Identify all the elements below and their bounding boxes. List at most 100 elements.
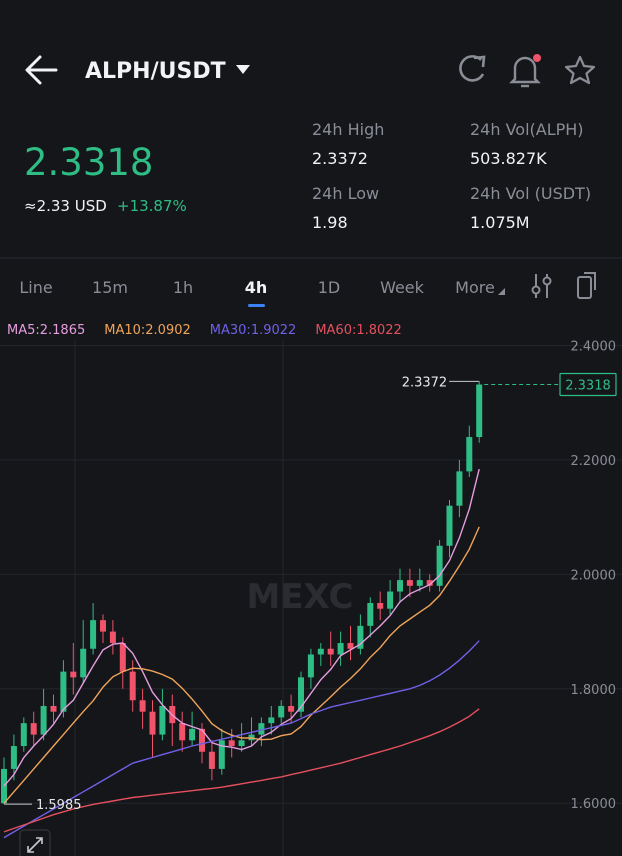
candle-body: [50, 705, 57, 712]
candle-body: [357, 625, 364, 649]
stat-label: 24h Vol (USDT): [470, 184, 591, 203]
candle-body: [70, 671, 77, 678]
candlestick-chart: 2.4000 2.2000 2.0000 1.8000 1.6000 2.3372 1.59…: [0, 339, 622, 839]
watermark: MEXC: [246, 577, 353, 617]
interval-tab[interactable]: More: [455, 278, 495, 297]
candle-body: [10, 746, 17, 769]
ma-line: [3, 708, 480, 833]
candle-body: [278, 705, 285, 718]
interval-tab[interactable]: Week: [380, 278, 425, 297]
candle-body: [20, 723, 27, 747]
refresh-button[interactable]: [459, 55, 486, 82]
alert-button[interactable]: [509, 54, 541, 88]
candle-body: [119, 643, 126, 672]
candle-body: [377, 602, 384, 609]
stat-label: 24h Vol(ALPH): [470, 120, 584, 139]
y-tick-label: 1.6000: [571, 797, 617, 812]
interval-tab[interactable]: 1D: [318, 278, 341, 297]
candle-body: [397, 580, 403, 592]
phone-icon: [577, 276, 592, 299]
candle-body: [30, 723, 37, 735]
candle-body: [238, 740, 245, 747]
indicator-settings-button[interactable]: [531, 274, 552, 298]
pair-dropdown[interactable]: [236, 65, 250, 74]
candle-body: [337, 643, 344, 655]
fullscreen-button[interactable]: [19, 829, 51, 856]
candle-body: [367, 602, 374, 626]
candle-body: [149, 711, 156, 735]
high-marker-label: 2.3372: [402, 375, 448, 390]
ma-line: [3, 468, 480, 787]
favorite-button[interactable]: [564, 55, 596, 85]
back-arrow: [25, 55, 58, 85]
ma-line: [3, 526, 480, 804]
candle-body: [199, 728, 205, 752]
back-button[interactable]: [25, 55, 58, 85]
stat-label: 24h Low: [312, 184, 379, 203]
candle-body: [228, 740, 235, 747]
refresh-icon-arrow: [473, 55, 486, 68]
candle-body: [327, 648, 334, 655]
last-price-label: 2.3318: [565, 379, 611, 394]
stat-label: 24h High: [312, 120, 384, 139]
phone-icon-back: [584, 272, 596, 290]
last-price: 2.3318: [24, 141, 153, 184]
candle-body: [298, 677, 304, 712]
y-tick-label: 2.2000: [571, 454, 617, 469]
ma-legend: MA30:1.9022: [210, 323, 297, 338]
interval-tab-active[interactable]: 4h: [245, 278, 268, 297]
interval-tab[interactable]: 15m: [92, 278, 128, 297]
slider-knob: [531, 285, 541, 295]
refresh-icon: [459, 55, 485, 82]
fullscreen-box: [19, 829, 51, 856]
ma-legend: MA5:2.1865: [7, 323, 85, 338]
candle-body: [347, 643, 354, 649]
candle-body: [139, 700, 146, 712]
candle-body: [179, 723, 186, 741]
y-tick-label: 2.0000: [571, 568, 617, 583]
last-price-box: [559, 372, 617, 397]
stat-value: 1.075M: [470, 213, 530, 232]
candle-body: [189, 728, 196, 741]
ma-line: [3, 640, 480, 839]
interval-tab[interactable]: Line: [19, 278, 52, 297]
candle-body: [307, 654, 314, 678]
interval-tab[interactable]: 1h: [173, 278, 193, 297]
candle-body: [288, 705, 295, 712]
candle-body: [317, 648, 324, 655]
candle-body: [60, 671, 67, 712]
candle-body: [100, 620, 106, 632]
candle-body: [268, 717, 275, 724]
slider-knob: [542, 276, 552, 286]
ma-legend: MA60:1.8022: [315, 323, 402, 338]
stat-value: 503.827K: [470, 149, 547, 168]
candle-body: [159, 705, 166, 735]
orientation-button[interactable]: [577, 272, 596, 299]
candle-body: [436, 545, 443, 586]
more-caret: [498, 288, 505, 295]
stat-value: 1.98: [312, 213, 348, 232]
candle-body: [90, 620, 97, 649]
candle-body: [40, 705, 47, 735]
ma-legend: MA10:2.0902: [104, 323, 191, 338]
candle-body: [456, 471, 463, 506]
candle-body: [426, 580, 433, 586]
y-tick-label: 2.4000: [571, 339, 617, 354]
fullscreen-icon: [27, 837, 43, 853]
y-tick-label: 1.8000: [571, 683, 617, 698]
candle-body: [80, 648, 87, 678]
active-tab-indicator: [248, 304, 265, 307]
candle-body: [476, 384, 483, 438]
candle-body: [387, 591, 394, 609]
low-marker-label: 1.5985: [36, 798, 82, 813]
price-change: +13.87%: [117, 197, 187, 215]
stat-value: 2.3372: [312, 149, 368, 168]
candle-body: [446, 505, 453, 546]
candle-body: [466, 437, 473, 472]
pair-title[interactable]: ALPH/USDT: [85, 59, 226, 84]
usd-price: ≈2.33 USD: [24, 197, 107, 215]
candle-body: [109, 631, 116, 644]
bell-icon: [509, 56, 541, 84]
